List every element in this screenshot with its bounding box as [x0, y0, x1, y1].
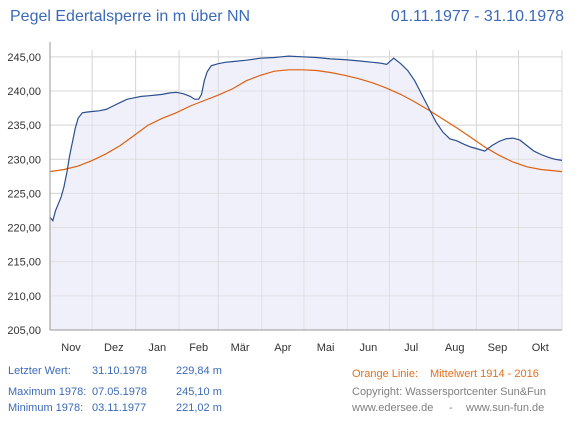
- x-tick-label: Apr: [274, 342, 291, 354]
- max-label: Maximum 1978:: [8, 386, 87, 398]
- x-tick-label: Jul: [404, 342, 418, 354]
- level-line: [49, 55, 563, 222]
- x-tick-label: Mai: [317, 342, 335, 354]
- y-tick-label: 225,00: [7, 188, 41, 200]
- y-tick-label: 210,00: [7, 291, 41, 303]
- date-range: 01.11.1977 - 31.10.1978: [390, 8, 564, 25]
- website-sun-fun: www.sun-fun.de: [466, 402, 545, 414]
- y-tick-label: 235,00: [7, 120, 41, 132]
- x-tick-label: Feb: [189, 342, 208, 354]
- y-tick-label: 215,00: [7, 257, 41, 269]
- x-tick-label: Dez: [104, 342, 124, 354]
- x-tick-label: Jun: [360, 342, 378, 354]
- x-tick-label: Sep: [488, 342, 508, 354]
- website-edersee: www.edersee.de: [352, 402, 434, 414]
- y-tick-label: 205,00: [7, 325, 41, 337]
- x-tick-label: Jan: [148, 342, 166, 354]
- y-tick-label: 245,00: [7, 52, 41, 64]
- max-value: 245,10 m: [176, 386, 222, 398]
- min-date: 03.11.1977: [92, 402, 147, 414]
- last-value-date: 31.10.1978: [92, 365, 148, 377]
- last-value-label: Letzter Wert:: [8, 365, 71, 377]
- level-chart: 205,00 210,00 215,00 220,00 225,00 230,00 235,…: [7, 42, 563, 354]
- chart-title: Pegel Edertalsperre in m über NN: [10, 8, 251, 25]
- y-tick-label: 240,00: [7, 86, 41, 98]
- x-tick-label: Mär: [231, 342, 250, 354]
- orange-line-label: Orange Linie:: [352, 368, 419, 380]
- y-tick-label: 230,00: [7, 154, 41, 166]
- x-tick-label: Aug: [445, 342, 465, 354]
- x-tick-label: Nov: [61, 342, 81, 354]
- mean-line: [49, 69, 563, 173]
- min-label: Minimum 1978:: [8, 402, 84, 414]
- min-value: 221,02 m: [176, 402, 222, 414]
- y-tick-label: 220,00: [7, 223, 41, 235]
- x-tick-label: Okt: [532, 342, 549, 354]
- copyright: Copyright: Wassersportcenter Sun&Fun: [352, 386, 547, 398]
- website-separator: -: [449, 402, 453, 414]
- last-value: 229,84 m: [176, 365, 222, 377]
- orange-line-text: Mittelwert 1914 - 2016: [430, 368, 539, 380]
- max-date: 07.05.1978: [92, 386, 148, 398]
